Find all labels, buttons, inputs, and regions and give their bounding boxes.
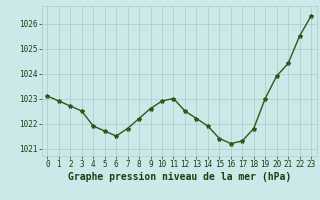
X-axis label: Graphe pression niveau de la mer (hPa): Graphe pression niveau de la mer (hPa) <box>68 172 291 182</box>
